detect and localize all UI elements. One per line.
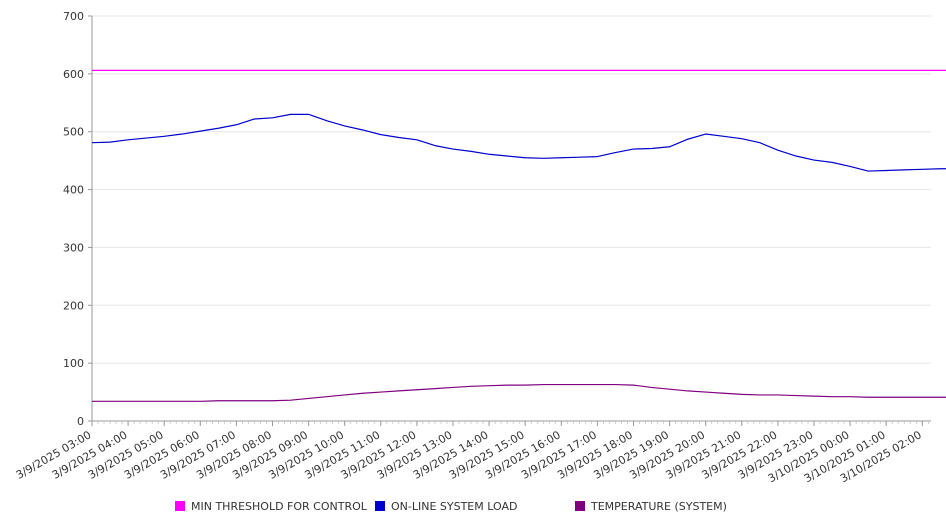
legend-label: ON-LINE SYSTEM LOAD xyxy=(391,499,518,513)
gridlines xyxy=(92,15,931,422)
series-lines xyxy=(91,69,946,402)
legend-item-system-load: ON-LINE SYSTEM LOAD xyxy=(375,498,517,514)
legend-item-min-threshold: MIN THRESHOLD FOR CONTROL xyxy=(175,498,367,514)
series-line-2 xyxy=(92,383,946,402)
y-tick-label: 100 xyxy=(63,357,84,370)
y-tick-label: 0 xyxy=(77,415,84,428)
y-tick-label: 400 xyxy=(63,184,84,197)
axes xyxy=(91,16,931,422)
y-tick-label: 600 xyxy=(63,68,84,81)
y-tick-label: 700 xyxy=(63,10,84,23)
legend-swatch xyxy=(375,501,385,511)
legend-swatch xyxy=(575,501,585,511)
legend-label: TEMPERATURE (SYSTEM) xyxy=(591,499,727,513)
y-axis-ticks: 0 100 200 300 400 500 600 700 xyxy=(63,10,92,428)
y-tick-label: 300 xyxy=(63,241,84,254)
x-axis-ticks: 3/9/2025 03:003/9/2025 04:003/9/2025 05:… xyxy=(14,421,929,485)
y-tick-label: 500 xyxy=(63,126,84,139)
y-tick-label: 200 xyxy=(63,299,84,312)
legend-label: MIN THRESHOLD FOR CONTROL xyxy=(191,499,367,513)
legend-item-temperature: TEMPERATURE (SYSTEM) xyxy=(575,498,727,514)
series-line-1 xyxy=(91,113,946,172)
legend-swatch xyxy=(175,501,185,511)
